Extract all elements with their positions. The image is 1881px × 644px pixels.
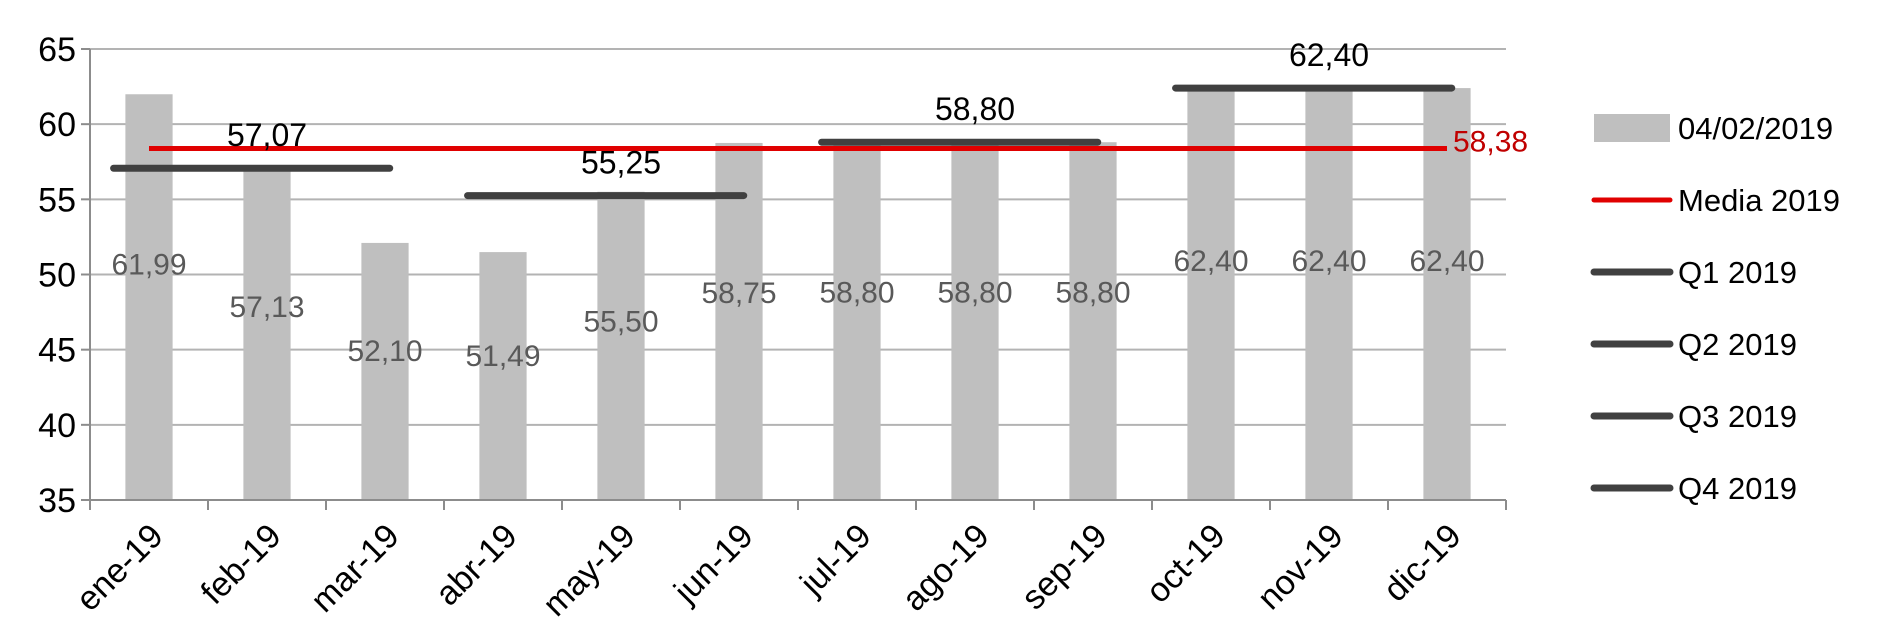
bar-value-label: 62,40 [1291,245,1366,278]
data-labels: 61,99 57,13 52,10 51,49 55,50 58,75 58,80 58,80… [111,37,1528,373]
x-tick-label: ene-19 [69,517,171,619]
bar [479,252,527,500]
bar-value-label: 55,50 [583,305,658,338]
legend-label: 04/02/2019 [1678,111,1833,146]
bar [243,167,291,501]
bar [715,142,763,501]
bar [833,142,881,500]
bar-value-label: 57,13 [229,291,304,324]
bar-value-label: 62,40 [1409,245,1484,278]
legend-label: Q1 2019 [1678,255,1797,290]
legend-label: Q4 2019 [1678,471,1797,506]
bars [125,88,1471,501]
media-value-label: 58,38 [1453,126,1528,159]
bar-value-label: 52,10 [347,335,422,368]
quarter-value-label: 57,07 [227,117,307,153]
x-tick-label: jul-19 [792,517,878,603]
y-tick-label: 35 [38,482,76,520]
bar-value-label: 61,99 [111,249,186,282]
bar-value-label: 58,80 [937,276,1012,309]
x-tick-label: oct-19 [1139,517,1233,611]
bar-value-label: 58,80 [1055,276,1130,309]
bar [361,242,409,500]
y-tick-label: 65 [38,31,76,69]
x-tick-label: dic-19 [1376,517,1468,609]
bar [1423,88,1471,500]
grid [90,48,1506,501]
bar-value-label: 62,40 [1173,245,1248,278]
bar-value-label: 58,75 [701,277,776,310]
x-tick-label: may-19 [536,517,643,624]
bar [597,191,645,501]
y-tick-label: 45 [38,332,76,370]
y-tick-label: 55 [38,181,76,219]
quarter-value-label: 62,40 [1289,37,1369,73]
x-tick-label: ago-19 [895,517,997,619]
x-tick-label: abr-19 [428,517,524,613]
reference-lines [110,84,1456,200]
bar [1187,88,1235,500]
bar-value-label: 51,49 [465,340,540,373]
x-tick-label: feb-19 [194,517,289,612]
legend-swatch-bar [1594,114,1670,142]
legend-label: Q2 2019 [1678,327,1797,362]
x-tick-label: mar-19 [304,517,407,620]
legend-label: Media 2019 [1678,183,1840,218]
quarter-value-label: 58,80 [935,91,1015,127]
y-tick-label: 60 [38,106,76,144]
legend: 04/02/2019 Media 2019 Q1 2019 Q2 2019 Q3 201… [1590,111,1840,506]
y-tick-label: 40 [38,407,76,445]
bar-value-label: 58,80 [819,276,894,309]
bar [951,142,999,500]
bar [125,94,173,500]
quarter-value-label: 55,25 [581,145,661,181]
x-tick-label: sep-19 [1014,517,1114,617]
bar [1305,88,1353,500]
x-tick-label: jun-19 [666,517,760,611]
y-tick-label: 50 [38,257,76,295]
x-tick-label: nov-19 [1250,517,1350,617]
legend-label: Q3 2019 [1678,399,1797,434]
bar [1069,142,1117,500]
